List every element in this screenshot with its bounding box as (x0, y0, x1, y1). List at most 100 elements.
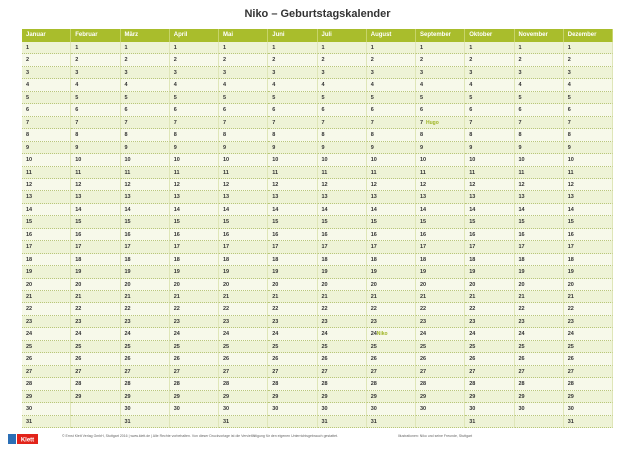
day-number: 13 (416, 191, 466, 204)
day-number: 18 (465, 253, 515, 267)
day-number: 8 (416, 129, 466, 142)
day-number: 16 (22, 228, 72, 242)
day-number: 17 (169, 241, 219, 254)
day-number: 3 (120, 66, 170, 80)
day-number: 14 (514, 203, 564, 217)
day-number: 19 (22, 266, 72, 279)
day-number: 27 (268, 365, 318, 379)
month-header: Dezember (563, 29, 613, 42)
day-number: 7 (416, 116, 466, 130)
day-number: 13 (22, 191, 72, 204)
day-number: 9 (71, 141, 121, 155)
day-number: 1 (366, 42, 416, 55)
day-number: 8 (219, 129, 269, 142)
day-number: 31 (465, 415, 515, 428)
day-number: 15 (71, 216, 121, 229)
day-number: 21 (563, 291, 613, 304)
day-number: 7 (120, 116, 170, 130)
day-number: 6 (366, 104, 416, 117)
day-number: 4 (514, 79, 564, 92)
day-number: 7 (563, 116, 613, 130)
day-number: 24 (169, 328, 219, 341)
day-number: 27 (219, 365, 269, 379)
day-number: 22 (563, 303, 613, 316)
day-number: 28 (416, 378, 466, 391)
day-number: 2 (465, 54, 515, 67)
day-number: 22 (514, 303, 564, 316)
day-number: 18 (219, 253, 269, 267)
day-number: 23 (563, 315, 613, 329)
day-number: 8 (465, 129, 515, 142)
day-number: 12 (366, 178, 416, 192)
day-number: 28 (22, 378, 72, 391)
day-number: 7 (514, 116, 564, 130)
day-number: 28 (366, 378, 416, 391)
month-header: Oktober (465, 29, 515, 42)
day-number: 25 (366, 340, 416, 354)
day-number: 23 (219, 315, 269, 329)
day-number: 21 (514, 291, 564, 304)
day-number: 22 (416, 303, 466, 316)
day-number: 16 (416, 228, 466, 242)
day-number: 13 (465, 191, 515, 204)
day-number: 17 (366, 241, 416, 254)
day-number: 17 (514, 241, 564, 254)
day-number: 10 (71, 154, 121, 167)
day-number: 15 (465, 216, 515, 229)
day-number: 19 (219, 266, 269, 279)
row-background (22, 340, 613, 354)
month-header: März (120, 29, 170, 42)
day-number: 25 (219, 340, 269, 354)
day-number: 16 (71, 228, 121, 242)
month-header: August (366, 29, 416, 42)
day-number: 24 (71, 328, 121, 341)
day-number: 9 (120, 141, 170, 155)
day-number: 17 (219, 241, 269, 254)
day-number: 14 (465, 203, 515, 217)
day-number: 14 (169, 203, 219, 217)
day-number: 20 (514, 278, 564, 292)
day-number: 5 (219, 91, 269, 105)
month-header: Januar (22, 29, 72, 42)
day-number: 30 (366, 403, 416, 416)
day-number: 10 (366, 154, 416, 167)
day-number: 22 (22, 303, 72, 316)
day-number: 30 (22, 403, 72, 416)
day-number: 16 (514, 228, 564, 242)
row-background (22, 315, 613, 329)
day-number: 20 (465, 278, 515, 292)
day-number: 16 (465, 228, 515, 242)
day-number: 17 (22, 241, 72, 254)
day-number: 16 (268, 228, 318, 242)
day-number: 21 (268, 291, 318, 304)
day-number: 19 (514, 266, 564, 279)
day-number: 1 (219, 42, 269, 55)
day-number: 20 (563, 278, 613, 292)
day-number: 12 (120, 178, 170, 192)
day-number: 3 (22, 66, 72, 80)
day-number: 28 (219, 378, 269, 391)
day-number: 8 (22, 129, 72, 142)
day-number: 4 (465, 79, 515, 92)
day-number: 24 (366, 328, 416, 341)
day-number: 13 (366, 191, 416, 204)
day-number: 9 (366, 141, 416, 155)
day-number: 6 (268, 104, 318, 117)
day-number: 23 (465, 315, 515, 329)
day-number: 29 (366, 390, 416, 404)
row-background (22, 54, 613, 67)
day-number: 26 (268, 353, 318, 366)
day-number: 27 (317, 365, 367, 379)
day-number: 30 (268, 403, 318, 416)
day-number: 8 (317, 129, 367, 142)
row-background (22, 253, 613, 267)
row-background (22, 79, 613, 92)
day-number: 15 (416, 216, 466, 229)
day-number: 7 (317, 116, 367, 130)
day-number: 28 (71, 378, 121, 391)
day-number: 28 (514, 378, 564, 391)
day-number: 22 (268, 303, 318, 316)
day-number: 5 (169, 91, 219, 105)
day-number: 16 (120, 228, 170, 242)
